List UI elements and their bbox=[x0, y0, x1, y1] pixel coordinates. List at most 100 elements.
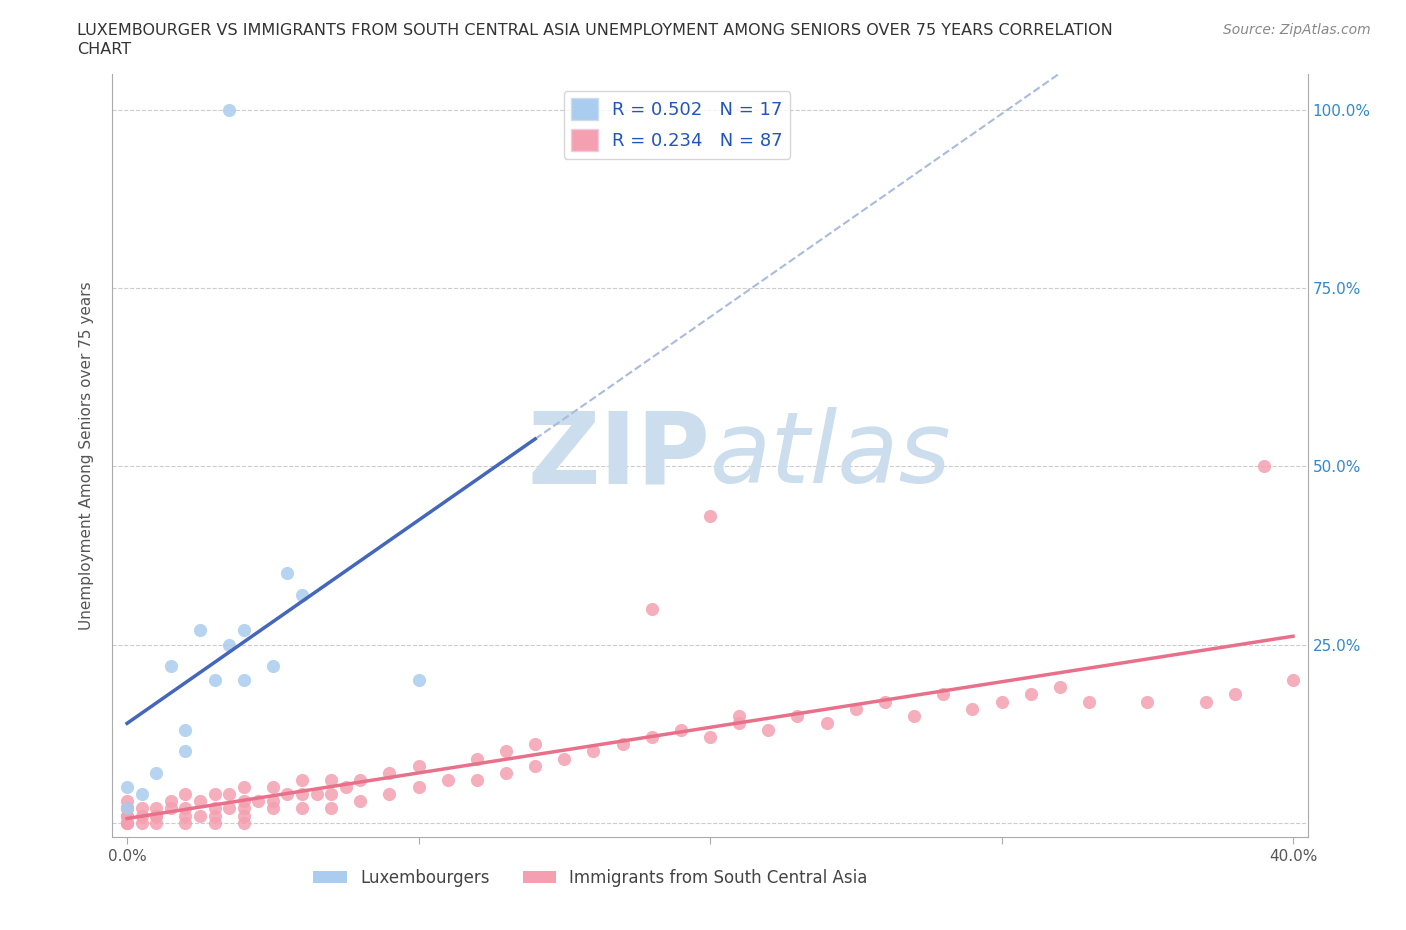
Legend: Luxembourgers, Immigrants from South Central Asia: Luxembourgers, Immigrants from South Cen… bbox=[307, 862, 875, 894]
Point bbox=[699, 730, 721, 745]
Point bbox=[815, 715, 838, 730]
Point bbox=[1282, 672, 1305, 687]
Point bbox=[232, 779, 254, 794]
Point bbox=[349, 773, 371, 788]
Point bbox=[378, 787, 401, 802]
Point bbox=[145, 816, 167, 830]
Point bbox=[131, 787, 153, 802]
Point bbox=[582, 744, 605, 759]
Point bbox=[1049, 680, 1071, 695]
Y-axis label: Unemployment Among Seniors over 75 years: Unemployment Among Seniors over 75 years bbox=[79, 282, 94, 630]
Point bbox=[349, 794, 371, 809]
Point bbox=[131, 808, 153, 823]
Point bbox=[291, 787, 314, 802]
Point bbox=[232, 623, 254, 638]
Point bbox=[174, 808, 197, 823]
Point bbox=[204, 816, 226, 830]
Point bbox=[262, 779, 284, 794]
Point bbox=[495, 744, 517, 759]
Point bbox=[408, 758, 430, 773]
Point bbox=[218, 637, 240, 652]
Point bbox=[756, 723, 779, 737]
Point bbox=[159, 794, 181, 809]
Point bbox=[262, 794, 284, 809]
Point bbox=[612, 737, 634, 751]
Point bbox=[174, 787, 197, 802]
Point bbox=[145, 765, 167, 780]
Point bbox=[553, 751, 575, 766]
Point bbox=[408, 779, 430, 794]
Point bbox=[262, 658, 284, 673]
Point bbox=[1019, 687, 1042, 702]
Point bbox=[115, 801, 138, 816]
Point bbox=[115, 801, 138, 816]
Point bbox=[1253, 458, 1275, 473]
Point bbox=[319, 787, 342, 802]
Point bbox=[669, 723, 692, 737]
Point bbox=[204, 672, 226, 687]
Point bbox=[1078, 694, 1101, 709]
Point bbox=[408, 672, 430, 687]
Point bbox=[495, 765, 517, 780]
Point bbox=[204, 808, 226, 823]
Point bbox=[145, 801, 167, 816]
Point bbox=[436, 773, 458, 788]
Point bbox=[174, 744, 197, 759]
Point bbox=[247, 794, 270, 809]
Point bbox=[131, 816, 153, 830]
Point bbox=[1136, 694, 1159, 709]
Point bbox=[115, 794, 138, 809]
Point bbox=[115, 816, 138, 830]
Point bbox=[188, 794, 211, 809]
Point bbox=[305, 787, 328, 802]
Point bbox=[932, 687, 955, 702]
Point bbox=[291, 801, 314, 816]
Point bbox=[131, 801, 153, 816]
Point bbox=[115, 816, 138, 830]
Point bbox=[699, 509, 721, 524]
Point bbox=[1223, 687, 1246, 702]
Point bbox=[159, 801, 181, 816]
Point bbox=[115, 801, 138, 816]
Point bbox=[232, 672, 254, 687]
Point bbox=[159, 658, 181, 673]
Point bbox=[115, 808, 138, 823]
Point bbox=[174, 801, 197, 816]
Point bbox=[786, 709, 808, 724]
Point bbox=[204, 787, 226, 802]
Point bbox=[232, 808, 254, 823]
Point bbox=[174, 723, 197, 737]
Point bbox=[1194, 694, 1216, 709]
Point bbox=[641, 602, 664, 617]
Point bbox=[962, 701, 984, 716]
Text: ZIP: ZIP bbox=[527, 407, 710, 504]
Point bbox=[232, 794, 254, 809]
Text: atlas: atlas bbox=[710, 407, 952, 504]
Point bbox=[174, 816, 197, 830]
Point bbox=[115, 808, 138, 823]
Point bbox=[262, 801, 284, 816]
Point bbox=[204, 801, 226, 816]
Text: Source: ZipAtlas.com: Source: ZipAtlas.com bbox=[1223, 23, 1371, 37]
Point bbox=[115, 816, 138, 830]
Point bbox=[188, 623, 211, 638]
Point bbox=[524, 737, 547, 751]
Point bbox=[218, 787, 240, 802]
Point bbox=[319, 801, 342, 816]
Point bbox=[276, 565, 298, 580]
Point bbox=[276, 787, 298, 802]
Point bbox=[378, 765, 401, 780]
Point bbox=[873, 694, 896, 709]
Text: CHART: CHART bbox=[77, 42, 131, 57]
Point bbox=[218, 801, 240, 816]
Point bbox=[335, 779, 357, 794]
Point bbox=[232, 816, 254, 830]
Point bbox=[845, 701, 868, 716]
Point bbox=[465, 751, 488, 766]
Point bbox=[291, 587, 314, 602]
Point bbox=[641, 730, 664, 745]
Point bbox=[319, 773, 342, 788]
Point bbox=[145, 808, 167, 823]
Point bbox=[465, 773, 488, 788]
Point bbox=[232, 801, 254, 816]
